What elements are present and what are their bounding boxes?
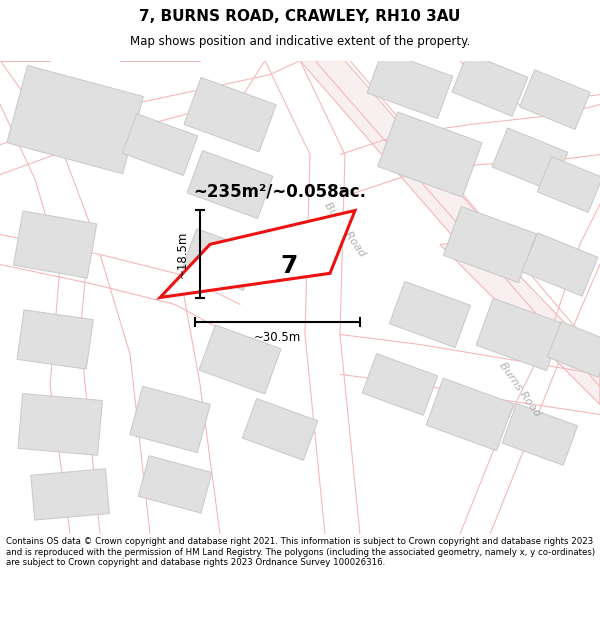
Text: 7: 7	[280, 254, 298, 278]
Polygon shape	[187, 151, 273, 219]
Polygon shape	[122, 114, 198, 176]
Polygon shape	[537, 157, 600, 212]
Polygon shape	[440, 239, 600, 404]
Polygon shape	[138, 456, 212, 513]
Polygon shape	[160, 211, 355, 298]
Text: ~235m²/~0.058ac.: ~235m²/~0.058ac.	[194, 182, 367, 200]
Text: 7, BURNS ROAD, CRAWLEY, RH10 3AU: 7, BURNS ROAD, CRAWLEY, RH10 3AU	[139, 9, 461, 24]
Polygon shape	[362, 354, 437, 415]
Text: Map shows position and indicative extent of the property.: Map shows position and indicative extent…	[130, 35, 470, 48]
Polygon shape	[300, 61, 500, 244]
Text: Burns Road: Burns Road	[497, 360, 542, 418]
Polygon shape	[389, 281, 470, 348]
Polygon shape	[184, 78, 276, 152]
Polygon shape	[7, 66, 143, 174]
Polygon shape	[242, 399, 318, 460]
Text: ~18.5m: ~18.5m	[176, 230, 188, 278]
Polygon shape	[522, 233, 598, 296]
Polygon shape	[520, 70, 590, 129]
Text: Contains OS data © Crown copyright and database right 2021. This information is : Contains OS data © Crown copyright and d…	[6, 538, 595, 568]
Polygon shape	[452, 53, 528, 116]
Polygon shape	[547, 322, 600, 378]
Polygon shape	[13, 211, 97, 278]
Polygon shape	[18, 394, 103, 455]
Polygon shape	[31, 469, 109, 520]
Polygon shape	[476, 298, 563, 371]
Polygon shape	[367, 51, 453, 119]
Polygon shape	[17, 310, 93, 369]
Polygon shape	[443, 206, 536, 282]
Polygon shape	[199, 325, 281, 394]
Polygon shape	[378, 112, 482, 198]
Polygon shape	[426, 378, 514, 451]
Polygon shape	[182, 229, 258, 291]
Text: ~30.5m: ~30.5m	[254, 331, 301, 344]
Polygon shape	[492, 128, 568, 191]
Polygon shape	[130, 386, 211, 452]
Text: Burns Road: Burns Road	[323, 201, 367, 259]
Polygon shape	[502, 404, 578, 465]
